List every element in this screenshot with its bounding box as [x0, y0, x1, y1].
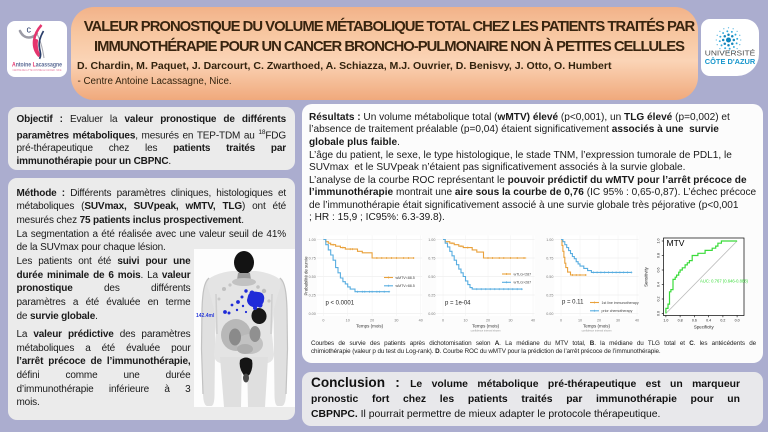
svg-text:0.2: 0.2 — [657, 297, 661, 302]
svg-text:p = 0.11: p = 0.11 — [562, 300, 584, 306]
svg-text:0.75: 0.75 — [428, 256, 435, 260]
svg-text:1st line immunotherapy: 1st line immunotherapy — [602, 301, 639, 305]
svg-text:wTLG<287: wTLG<287 — [514, 272, 532, 276]
svg-text:CENTRE DE LUTTE CONTRE LE CANC: CENTRE DE LUTTE CONTRE LE CANCER · NICE — [13, 69, 62, 72]
svg-text:0.8: 0.8 — [678, 319, 683, 323]
svg-text:40: 40 — [419, 319, 423, 323]
svg-text:1.00: 1.00 — [309, 238, 316, 242]
svg-text:wMTV<88.5: wMTV<88.5 — [396, 276, 415, 280]
svg-text:0.50: 0.50 — [428, 275, 435, 279]
svg-text:0.50: 0.50 — [546, 275, 553, 279]
svg-text:0.4: 0.4 — [706, 319, 711, 323]
svg-text:0: 0 — [322, 319, 324, 323]
svg-text:0.25: 0.25 — [428, 293, 435, 297]
svg-text:Probabilité de survie: Probabilité de survie — [304, 256, 309, 296]
svg-text:0.25: 0.25 — [309, 293, 316, 297]
svg-text:confidence interval shown: confidence interval shown — [471, 329, 501, 333]
svg-text:40: 40 — [635, 319, 639, 323]
svg-text:Temps (mois): Temps (mois) — [472, 324, 500, 329]
svg-text:prior chemotherapy: prior chemotherapy — [602, 309, 633, 313]
svg-text:1.00: 1.00 — [428, 238, 435, 242]
svg-text:Temps (mois): Temps (mois) — [583, 324, 611, 329]
svg-text:confidence interval shown: confidence interval shown — [582, 329, 612, 333]
svg-text:c: c — [27, 25, 32, 35]
svg-text:CÔTE D'AZUR: CÔTE D'AZUR — [705, 57, 756, 66]
svg-text:0.0: 0.0 — [735, 319, 740, 323]
svg-text:0.0: 0.0 — [657, 311, 661, 316]
svg-text:UNIVERSITÉ: UNIVERSITÉ — [705, 49, 756, 58]
svg-text:20: 20 — [370, 319, 374, 323]
svg-text:Sensitivity: Sensitivity — [644, 266, 649, 287]
svg-text:0.2: 0.2 — [720, 319, 725, 323]
svg-text:0.50: 0.50 — [309, 275, 316, 279]
svg-text:30: 30 — [508, 319, 512, 323]
svg-text:142.4ml: 142.4ml — [196, 313, 215, 319]
svg-text:0: 0 — [442, 319, 444, 323]
svg-text:1.0: 1.0 — [657, 239, 661, 244]
svg-text:0.75: 0.75 — [546, 256, 553, 260]
svg-text:0.00: 0.00 — [309, 312, 316, 316]
svg-text:10: 10 — [346, 319, 350, 323]
svg-text:0.6: 0.6 — [657, 268, 661, 273]
svg-text:p = 1e-04: p = 1e-04 — [445, 301, 471, 307]
svg-text:0.00: 0.00 — [546, 312, 553, 316]
svg-text:0.6: 0.6 — [692, 319, 697, 323]
svg-text:30: 30 — [394, 319, 398, 323]
svg-text:40: 40 — [531, 319, 535, 323]
svg-text:0.00: 0.00 — [428, 312, 435, 316]
svg-text:Temps (mois): Temps (mois) — [356, 324, 384, 329]
svg-text:0.75: 0.75 — [309, 256, 316, 260]
svg-text:Specificity: Specificity — [694, 325, 715, 330]
svg-text:10: 10 — [578, 319, 582, 323]
svg-text:p < 0.0001: p < 0.0001 — [326, 301, 355, 307]
svg-text:0.25: 0.25 — [546, 293, 553, 297]
svg-text:0: 0 — [560, 319, 562, 323]
svg-text:10: 10 — [463, 319, 467, 323]
svg-text:1.00: 1.00 — [546, 238, 553, 242]
svg-text:wTLG>287: wTLG>287 — [514, 281, 532, 285]
svg-text:0.8: 0.8 — [657, 253, 661, 258]
svg-text:wMTV>88.5: wMTV>88.5 — [396, 284, 415, 288]
svg-text:20: 20 — [597, 319, 601, 323]
svg-text:AUC: 0.767 (0.646-0.888): AUC: 0.767 (0.646-0.888) — [700, 279, 749, 284]
svg-text:1.0: 1.0 — [663, 319, 668, 323]
svg-text:MTV: MTV — [667, 238, 685, 248]
svg-text:Antoine Lacassagne: Antoine Lacassagne — [12, 62, 62, 69]
svg-text:20: 20 — [486, 319, 490, 323]
svg-text:0.4: 0.4 — [657, 282, 661, 287]
svg-text:30: 30 — [616, 319, 620, 323]
